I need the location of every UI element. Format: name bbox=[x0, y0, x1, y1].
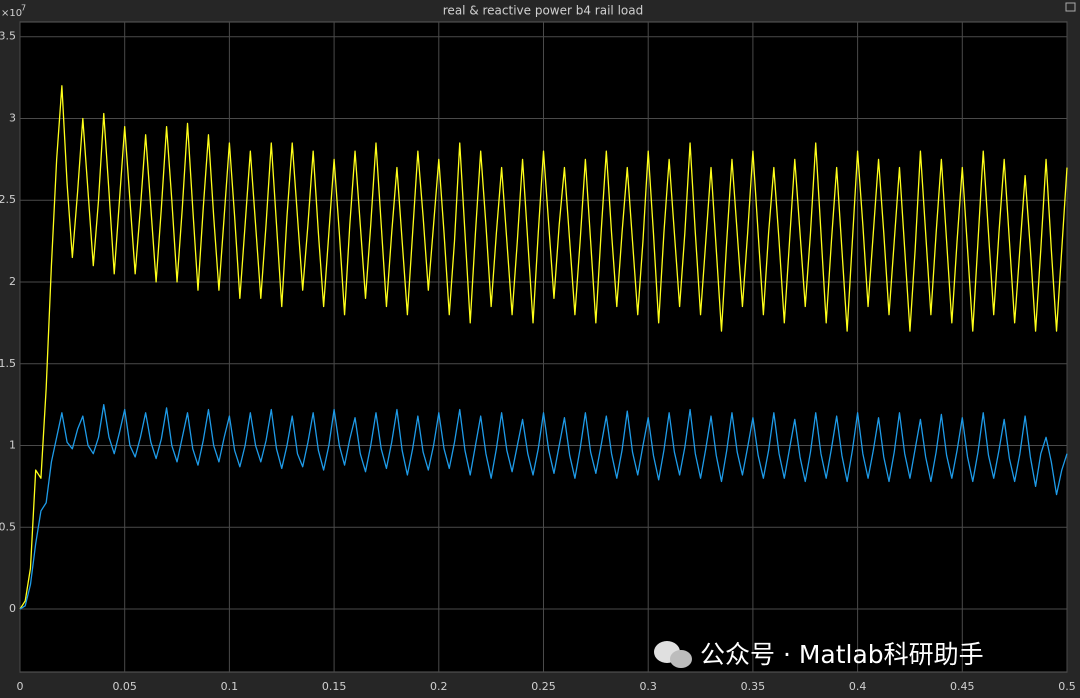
x-tick-label: 0.1 bbox=[221, 680, 239, 693]
x-tick-label: 0.5 bbox=[1058, 680, 1076, 693]
y-tick-label: 0.5 bbox=[0, 520, 16, 533]
x-tick-label: 0.15 bbox=[322, 680, 347, 693]
chart-title: real & reactive power b4 rail load bbox=[443, 4, 643, 18]
y-multiplier: ×10 bbox=[1, 8, 22, 19]
window-icon bbox=[1065, 2, 1076, 12]
y-tick-label: 2.5 bbox=[0, 193, 16, 206]
watermark-icon bbox=[654, 641, 692, 668]
x-tick-label: 0.3 bbox=[639, 680, 657, 693]
x-tick-label: 0.05 bbox=[112, 680, 137, 693]
series-line bbox=[19, 85, 1068, 610]
x-tick-label: 0.45 bbox=[950, 680, 975, 693]
watermark: 公众号 · Matlab科研助手 bbox=[700, 640, 984, 669]
y-tick-label: 0 bbox=[9, 602, 16, 615]
y-tick-label: 1.5 bbox=[0, 357, 16, 370]
series-line bbox=[19, 403, 1068, 610]
x-tick-label: 0.4 bbox=[849, 680, 867, 693]
y-tick-label: 3.5 bbox=[0, 30, 16, 43]
x-tick-label: 0.2 bbox=[430, 680, 448, 693]
x-tick-label: 0.35 bbox=[741, 680, 766, 693]
x-tick-label: 0.25 bbox=[531, 680, 556, 693]
y-tick-label: 3 bbox=[9, 111, 16, 124]
y-tick-label: 1 bbox=[9, 439, 16, 452]
y-multiplier-exponent: 7 bbox=[21, 4, 26, 13]
y-tick-label: 2 bbox=[9, 275, 16, 288]
x-tick-label: 0 bbox=[17, 680, 24, 693]
